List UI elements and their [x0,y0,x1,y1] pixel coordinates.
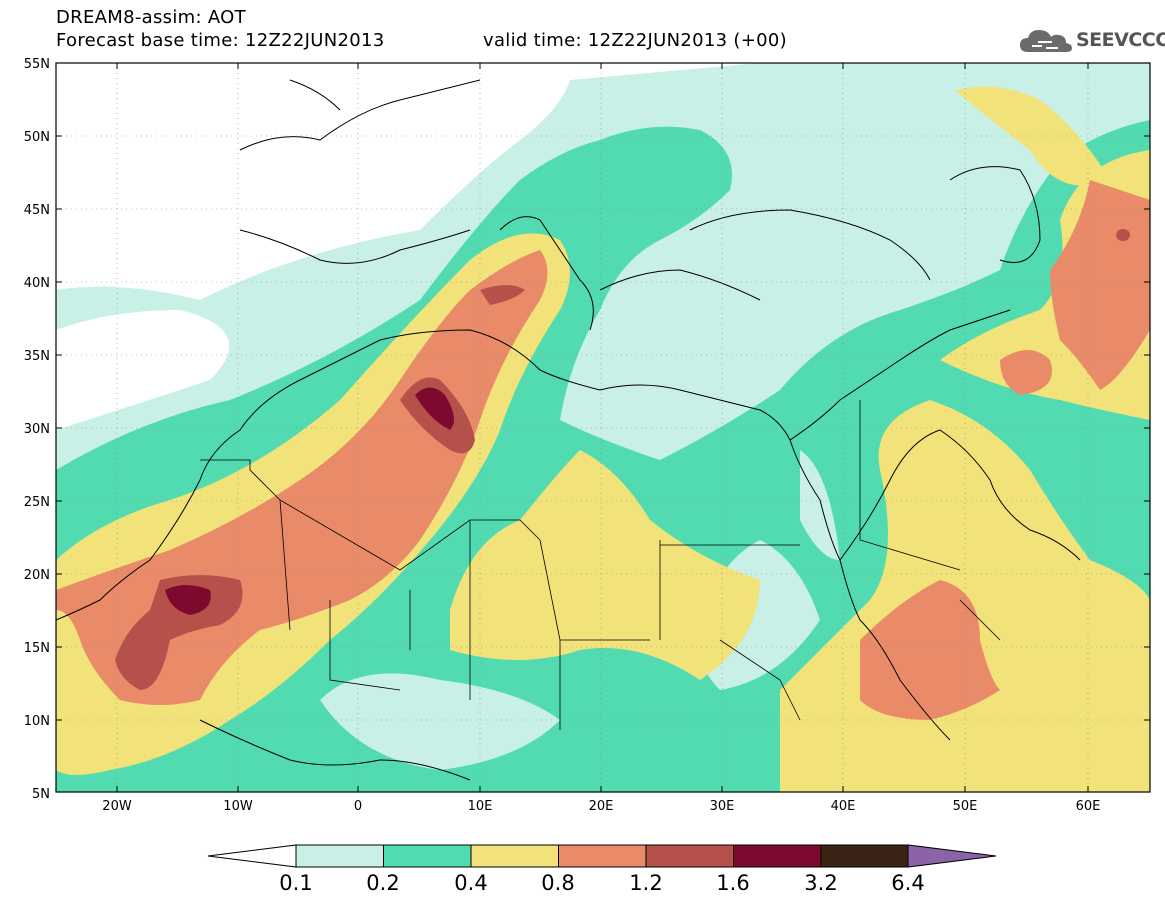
lat-tick-label: 20N [24,568,50,583]
lon-tick-label: 60E [1076,799,1101,814]
lon-tick-label: 30E [710,799,735,814]
colorbar-label: 6.4 [891,871,924,895]
contour-1.6 [165,387,454,615]
colorbar: 0.1 0.2 0.4 0.8 1.2 1.6 3.2 6.4 [207,844,997,895]
colorbar-box [295,844,384,868]
forecast-base-time: Forecast base time: 12Z22JUN2013 [56,30,385,51]
colorbar-label: 0.8 [541,871,574,895]
lat-tick-label: 5N [32,787,50,802]
colorbar-labels: 0.1 0.2 0.4 0.8 1.2 1.6 3.2 6.4 [279,871,924,895]
coastlines [56,79,1081,781]
lon-tick-label: 0 [354,799,362,814]
lon-tick-label: 10E [468,799,493,814]
lat-tick-label: 40N [24,276,50,291]
lon-tick-label: 20W [102,799,132,814]
lat-tick-label: 10N [24,714,50,729]
lat-tick-label: 15N [24,641,50,656]
colorbar-label: 0.2 [366,871,399,895]
colorbar-box [820,844,909,868]
valid-time: valid time: 12Z22JUN2013 (+00) [483,30,787,51]
colorbar-box [383,844,472,868]
contour-1.2 [115,285,525,690]
lon-tick-label: 10W [223,799,253,814]
country-borders [200,400,1001,730]
lat-tick-label: 55N [24,57,50,72]
tick-marks [56,62,1150,793]
lat-tick-label: 45N [24,203,50,218]
contour-0.1-extra [560,355,620,400]
colorbar-box [733,844,822,868]
contour-0.2-clear-egypt [320,450,840,770]
contour-1.2-caspian [1116,229,1130,241]
aot-field [56,63,1150,792]
contour-0.8 [56,180,1150,720]
logo-text: SEEVCCC [1076,29,1165,51]
lon-axis: 20W 10W 0 10E 20E 30E 40E 50E 60E [102,799,1100,814]
seevccc-logo: SEEVCCC [1018,26,1165,56]
colorbar-label: 1.6 [716,871,749,895]
colorbar-label: 1.2 [629,871,662,895]
colorbar-label: 0.1 [279,871,312,895]
lon-tick-label: 40E [831,799,856,814]
lat-tick-label: 30N [24,422,50,437]
colorbar-box [645,844,734,868]
lat-tick-label: 50N [24,130,50,145]
colorbar-under-arrow [207,844,297,868]
contour-0.4 [56,86,1150,792]
colorbar-label: 0.4 [454,871,487,895]
map-title: DREAM8-assim: AOT [56,7,246,28]
colorbar-box [558,844,647,868]
lat-tick-label: 25N [24,495,50,510]
lon-tick-label: 50E [953,799,978,814]
lat-tick-label: 35N [24,349,50,364]
lon-tick-label: 20E [589,799,614,814]
colorbar-label: 3.2 [804,871,837,895]
lat-axis: 55N 50N 45N 40N 35N 30N 25N 20N 15N 10N … [24,57,50,802]
colorbar-boxes [295,844,909,868]
contour-0.8-blob [305,569,325,583]
colorbar-box [470,844,559,868]
colorbar-over-arrow [907,844,997,868]
cloud-icon [1020,30,1072,52]
